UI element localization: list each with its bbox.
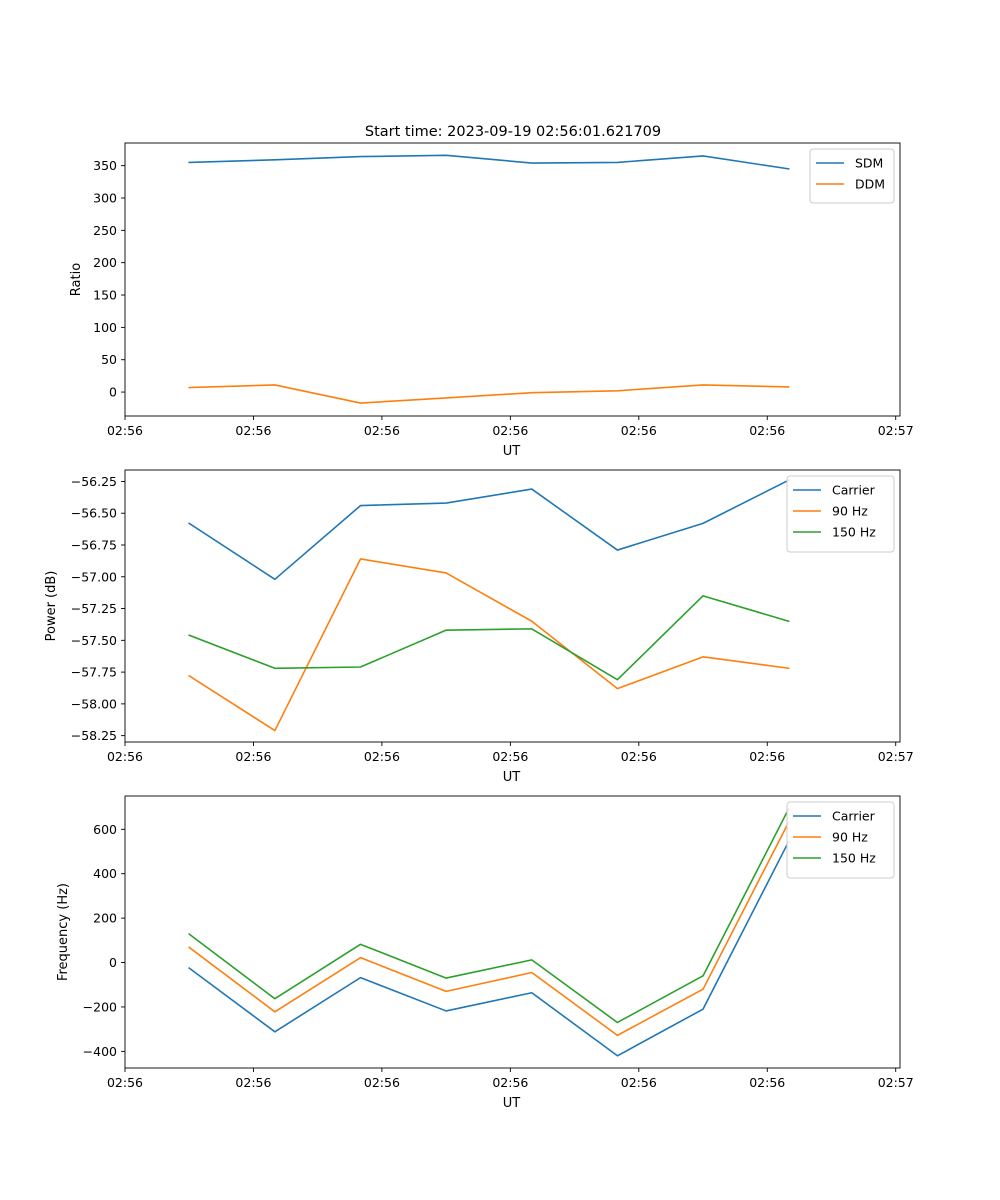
y-tick-label: 50 — [101, 352, 117, 367]
legend: SDM DDM — [809, 148, 895, 204]
legend-label: SDM — [855, 156, 883, 171]
x-axis-label: UT — [503, 770, 521, 785]
axes-frame — [124, 795, 901, 1069]
y-tick-label: 400 — [93, 866, 117, 881]
x-tick-label: 02:56 — [492, 1075, 528, 1090]
legend: Carrier 90 Hz 150 Hz — [786, 475, 895, 553]
y-tick-label: −57.50 — [71, 633, 117, 648]
y-tick-label: 200 — [93, 255, 117, 270]
x-tick-label: 02:56 — [107, 1075, 143, 1090]
x-tick-label: 02:56 — [364, 1075, 400, 1090]
series-line-carrier — [188, 479, 790, 581]
subplot-2: 02:56 02:56 02:56 02:56 02:56 02:56 02:57 −58.2… — [44, 469, 914, 785]
x-tick-label: 02:56 — [235, 749, 271, 764]
x-tick-label: 02:56 — [492, 749, 528, 764]
legend-box — [786, 801, 895, 879]
series-line-carrier — [188, 840, 790, 1057]
y-tick-label: 250 — [93, 223, 117, 238]
subplot-1: 02:56 02:56 02:56 02:56 02:56 02:56 02:57 0 50 10… — [69, 142, 914, 459]
y-tick-label: −56.75 — [71, 537, 117, 552]
x-axis-label: UT — [503, 1096, 521, 1111]
x-tick-label: 02:56 — [749, 1075, 785, 1090]
x-tick-label: 02:56 — [364, 423, 400, 438]
axes-frame — [124, 469, 901, 743]
series-line-ddm — [188, 384, 790, 404]
y-tick-label: −400 — [83, 1044, 117, 1059]
x-tick-label: 02:56 — [621, 423, 657, 438]
y-tick-label: 600 — [93, 822, 117, 837]
legend-box — [786, 475, 895, 553]
legend-label: DDM — [855, 177, 885, 192]
x-tick-label: 02:56 — [621, 1075, 657, 1090]
figure-title: Start time: 2023-09-19 02:56:01.621709 — [365, 124, 661, 140]
x-tick-label: 02:56 — [107, 423, 143, 438]
legend-label: 90 Hz — [832, 504, 868, 519]
legend-label: Carrier — [832, 809, 876, 824]
y-tick-label: −56.50 — [71, 506, 117, 521]
y-tick-label: −57.25 — [71, 601, 117, 616]
subplot-3: 02:56 02:56 02:56 02:56 02:56 02:56 02:57 −400 −… — [56, 795, 914, 1111]
legend-label: Carrier — [832, 483, 876, 498]
x-tick-label: 02:57 — [878, 749, 914, 764]
series-line-sdm — [188, 154, 790, 170]
x-tick-label: 02:57 — [878, 1075, 914, 1090]
x-tick-label: 02:56 — [235, 423, 271, 438]
x-tick-label: 02:56 — [749, 423, 785, 438]
y-tick-label: 200 — [93, 911, 117, 926]
y-tick-label: −58.00 — [71, 696, 117, 711]
axes-frame — [124, 142, 901, 417]
x-tick-label: 02:56 — [235, 1075, 271, 1090]
y-tick-label: −200 — [83, 999, 117, 1014]
y-tick-label: −58.25 — [71, 728, 117, 743]
legend-label: 90 Hz — [832, 830, 868, 845]
y-tick-label: 100 — [93, 320, 117, 335]
y-axis-label: Frequency (Hz) — [56, 883, 71, 981]
x-tick-label: 02:56 — [492, 423, 528, 438]
y-tick-label: −57.00 — [71, 569, 117, 584]
series-line-90-hz — [188, 821, 790, 1037]
legend-label: 150 Hz — [832, 525, 876, 540]
x-tick-label: 02:57 — [878, 423, 914, 438]
y-axis-label: Ratio — [69, 263, 84, 296]
y-tick-label: −56.25 — [71, 474, 117, 489]
series-line-150-hz — [188, 595, 790, 681]
legend: Carrier 90 Hz 150 Hz — [786, 801, 895, 879]
x-tick-label: 02:56 — [749, 749, 785, 764]
series-line-150-hz — [188, 807, 790, 1024]
x-axis-label: UT — [503, 444, 521, 459]
x-tick-label: 02:56 — [364, 749, 400, 764]
x-tick-label: 02:56 — [621, 749, 657, 764]
x-tick-label: 02:56 — [107, 749, 143, 764]
series-line-90-hz — [188, 558, 790, 732]
y-tick-label: 300 — [93, 190, 117, 205]
y-axis-label: Power (dB) — [44, 571, 59, 642]
legend-label: 150 Hz — [832, 851, 876, 866]
y-tick-label: 350 — [93, 158, 117, 173]
y-tick-label: −57.75 — [71, 665, 117, 680]
y-tick-label: 0 — [109, 955, 117, 970]
y-tick-label: 0 — [109, 385, 117, 400]
y-tick-label: 150 — [93, 288, 117, 303]
